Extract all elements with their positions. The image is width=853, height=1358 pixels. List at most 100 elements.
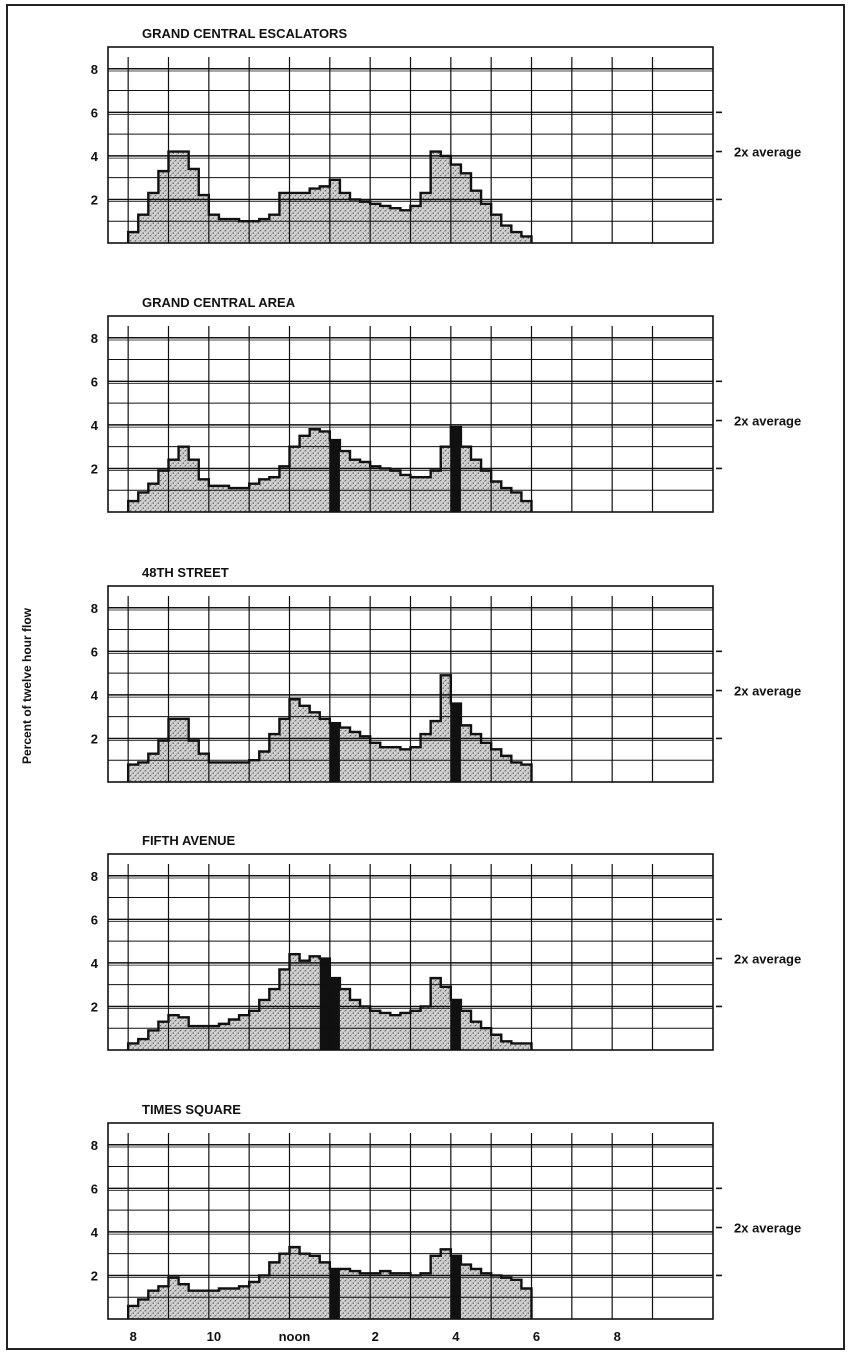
bar — [289, 192, 300, 243]
bar — [390, 1015, 401, 1050]
bar-peak — [319, 958, 331, 1050]
bar — [168, 459, 179, 512]
bar — [481, 203, 492, 243]
grid — [108, 853, 713, 1050]
bar — [188, 459, 200, 512]
bar — [208, 1026, 220, 1050]
bar — [229, 488, 240, 512]
bar — [309, 712, 321, 782]
bar — [360, 461, 371, 512]
x-tick-label: 4 — [452, 1329, 460, 1344]
bar — [471, 1021, 482, 1050]
bar — [138, 1299, 149, 1319]
bar — [259, 751, 270, 782]
bar — [410, 747, 421, 782]
reference-label: 2x average — [734, 684, 801, 699]
bar — [491, 749, 502, 782]
bar — [410, 477, 421, 512]
bar — [420, 734, 431, 782]
bar — [491, 214, 502, 243]
y-tick-label: 8 — [91, 62, 98, 77]
reference-label: 2x average — [734, 414, 801, 429]
y-tick-label: 2 — [91, 1268, 98, 1283]
panel-3: 48TH STREET 2 4 6 8 2x average — [91, 565, 801, 783]
bar — [481, 470, 492, 512]
y-tick-label: 2 — [91, 731, 98, 746]
bar — [158, 171, 169, 243]
bar — [471, 734, 482, 782]
bar — [309, 1255, 321, 1319]
bar — [491, 481, 502, 512]
bar-peak — [329, 723, 341, 782]
bar — [420, 192, 431, 243]
bar — [410, 205, 421, 243]
bar — [239, 488, 250, 512]
bar — [289, 1247, 300, 1319]
bar — [511, 762, 522, 782]
bar — [229, 1288, 240, 1319]
bar — [440, 1249, 452, 1319]
bar — [350, 999, 361, 1050]
bar — [501, 755, 512, 782]
bar — [521, 1288, 532, 1319]
bar — [471, 459, 482, 512]
bar — [239, 1015, 250, 1050]
panel-1: GRAND CENTRAL ESCALATORS 2 4 6 8 2x average — [91, 26, 801, 244]
bar — [148, 753, 159, 782]
bar — [319, 186, 331, 243]
bar-series — [128, 1247, 532, 1319]
y-tick-label: 8 — [91, 1138, 98, 1153]
bar — [218, 1288, 230, 1319]
bar — [269, 989, 280, 1050]
bar — [420, 1273, 431, 1319]
bar — [481, 1273, 492, 1319]
bar — [460, 1264, 472, 1319]
y-tick-label: 8 — [91, 601, 98, 616]
bar — [430, 721, 442, 782]
bar — [521, 501, 532, 512]
bar — [239, 221, 250, 243]
bar-peak — [329, 978, 341, 1050]
bar — [460, 1010, 472, 1050]
bar — [289, 446, 300, 512]
x-tick-label: 2 — [372, 1329, 379, 1344]
y-tick-label: 6 — [91, 912, 98, 927]
bar — [198, 195, 210, 243]
x-axis-labels: 8 10 noon 2 4 6 8 — [130, 1329, 621, 1344]
bar — [259, 999, 270, 1050]
bar — [249, 760, 260, 782]
bar — [279, 192, 290, 243]
panel-title: GRAND CENTRAL ESCALATORS — [142, 26, 347, 41]
bar — [501, 225, 512, 243]
bar — [450, 164, 462, 243]
bar — [471, 1268, 482, 1319]
bar — [218, 219, 230, 243]
bar — [269, 214, 280, 243]
bar — [350, 459, 361, 512]
reference-label: 2x average — [734, 145, 801, 160]
bar — [420, 477, 431, 512]
bar-peak — [450, 999, 462, 1050]
bar — [158, 740, 169, 782]
bar — [460, 446, 472, 512]
bar — [198, 753, 210, 782]
bar-series — [128, 151, 532, 243]
bar — [370, 1273, 381, 1319]
bar — [430, 470, 442, 512]
bar — [249, 1010, 260, 1050]
bar — [178, 446, 189, 512]
bar — [208, 214, 220, 243]
x-tick-label: 8 — [614, 1329, 621, 1344]
bar-peak — [329, 440, 341, 512]
bar — [208, 485, 220, 512]
panel-title: TIMES SQUARE — [142, 1102, 241, 1117]
y-tick-label: 6 — [91, 644, 98, 659]
bar — [299, 435, 310, 512]
bar — [218, 1023, 230, 1050]
y-tick-label: 8 — [91, 869, 98, 884]
panel-2: GRAND CENTRAL AREA 2 4 6 8 2x average — [91, 295, 801, 513]
bar — [188, 1290, 200, 1319]
bar — [400, 1273, 411, 1319]
bar — [430, 978, 442, 1050]
